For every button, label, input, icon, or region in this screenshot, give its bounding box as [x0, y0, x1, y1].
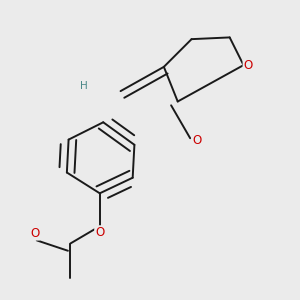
Text: O: O [30, 226, 39, 240]
Text: O: O [192, 134, 201, 147]
Text: O: O [244, 58, 253, 72]
Text: O: O [95, 226, 104, 239]
Text: H: H [80, 81, 88, 91]
